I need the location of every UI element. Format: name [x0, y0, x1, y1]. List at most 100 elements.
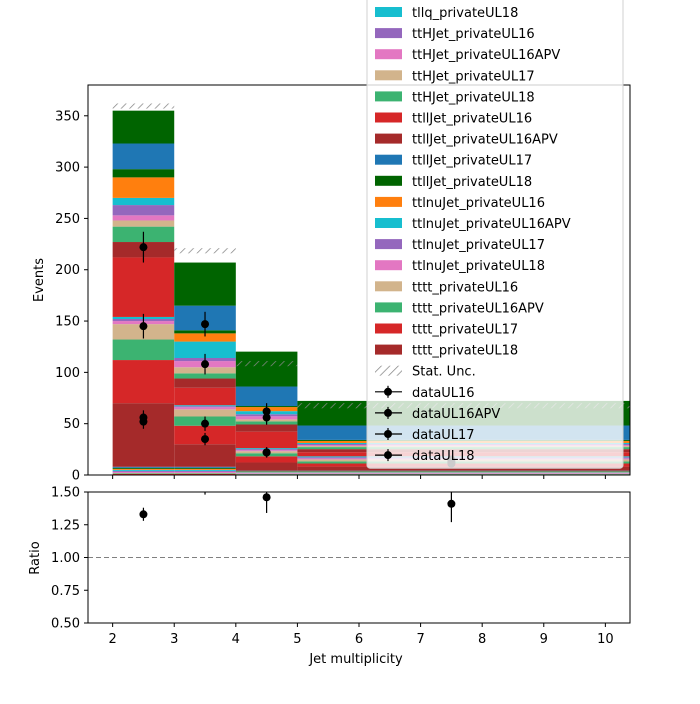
legend-swatch [375, 7, 402, 17]
ratio-y-axis-label: Ratio [28, 541, 43, 574]
data-point [263, 414, 271, 422]
x-tick-label: 3 [170, 632, 178, 647]
legend-label: ttHJet_privateUL16APV [412, 48, 560, 63]
data-point [139, 243, 147, 251]
legend-hatch-swatch [375, 366, 402, 376]
stack-segment [113, 471, 175, 472]
stack-segment [113, 469, 175, 470]
data-point [201, 420, 209, 428]
legend-label: ttHJet_privateUL16 [412, 27, 535, 42]
main-y-axis-label: Events [32, 258, 47, 302]
stack-segment [174, 263, 236, 306]
stack-segment [113, 169, 175, 177]
stack-segment [174, 471, 236, 472]
stack-segment [297, 472, 630, 473]
stack-segment [297, 471, 630, 472]
stack-segment [174, 469, 236, 470]
legend-swatch [375, 260, 402, 270]
y-tick-label: 350 [55, 109, 80, 124]
stack-segment [236, 387, 298, 407]
stack-segment [113, 360, 175, 403]
legend-swatch [375, 302, 402, 312]
stack-segment [174, 406, 236, 407]
stack-segment [174, 472, 236, 473]
ratio-y-tick-label: 0.75 [51, 584, 80, 599]
legend-swatch [375, 49, 402, 59]
x-tick-label: 4 [232, 632, 240, 647]
legend-swatch [375, 281, 402, 291]
stack-segment [174, 473, 236, 474]
data-point [139, 418, 147, 426]
stack-segment [297, 473, 630, 474]
legend-swatch [375, 197, 402, 207]
stack-segment [113, 111, 175, 144]
stack-segment [236, 471, 298, 472]
legend-marker [384, 388, 392, 396]
stack-segment [236, 471, 298, 472]
legend-label: ttlnuJet_privateUL18 [412, 259, 545, 274]
y-tick-label: 150 [55, 315, 80, 330]
stack-segment [113, 467, 175, 468]
stack-segment [236, 472, 298, 473]
ratio-point [447, 500, 455, 508]
legend-swatch [375, 324, 402, 334]
stack-segment [174, 388, 236, 405]
legend-label: dataUL17 [412, 428, 475, 443]
ratio-y-tick-label: 0.50 [51, 617, 80, 632]
legend-swatch [375, 91, 402, 101]
y-tick-label: 300 [55, 161, 80, 176]
stack-segment [174, 473, 236, 474]
data-point [201, 320, 209, 328]
x-axis-label: Jet multiplicity [308, 652, 403, 667]
stack-segment [174, 444, 236, 467]
legend-swatch [375, 134, 402, 144]
stack-segment [113, 215, 175, 220]
stack-segment [113, 473, 175, 474]
legend-label: tttt_privateUL18 [412, 344, 518, 359]
stack-segment [113, 473, 175, 474]
stack-segment [174, 470, 236, 471]
y-tick-label: 100 [55, 366, 80, 381]
legend-swatch [375, 70, 402, 80]
legend-label: Stat. Unc. [412, 365, 476, 380]
y-tick-label: 200 [55, 263, 80, 278]
legend-swatch [375, 218, 402, 228]
stack-segment [174, 467, 236, 468]
stack-segment [297, 473, 630, 474]
ratio-y-tick-label: 1.25 [51, 518, 80, 533]
legend-label: ttllJet_privateUL17 [412, 154, 532, 169]
legend-label: dataUL16APV [412, 407, 500, 422]
stack-segment [236, 473, 298, 474]
legend-swatch [375, 28, 402, 38]
legend-swatch [375, 345, 402, 355]
stack-segment [297, 472, 630, 473]
stack-segment [113, 468, 175, 469]
stack-segment [113, 177, 175, 198]
stack-segment [113, 340, 175, 361]
legend-label: tttt_privateUL16 [412, 280, 518, 295]
legend-label: dataUL18 [412, 449, 475, 464]
data-point [201, 360, 209, 368]
data-point [263, 448, 271, 456]
data-point [139, 322, 147, 330]
legend-swatch [375, 239, 402, 249]
legend-label: ttllJet_privateUL16APV [412, 133, 558, 148]
ratio-y-tick-label: 1.00 [51, 551, 80, 566]
stack-segment [113, 198, 175, 205]
ratio-y-tick-label: 1.50 [51, 486, 80, 501]
stat-unc-band [236, 361, 298, 366]
x-tick-label: 2 [108, 632, 116, 647]
legend-label: ttHJet_privateUL17 [412, 69, 535, 84]
y-tick-label: 50 [63, 417, 80, 432]
legend-label: dataUL16 [412, 386, 475, 401]
legend-label: ttllJet_privateUL18 [412, 175, 532, 190]
x-tick-label: 9 [540, 632, 548, 647]
stack-segment [174, 474, 236, 475]
stack-segment [113, 257, 175, 317]
legend-label: ttlnuJet_privateUL16APV [412, 217, 571, 232]
stat-unc-band [113, 103, 175, 108]
stack-segment [113, 220, 175, 226]
legend-marker [384, 430, 392, 438]
